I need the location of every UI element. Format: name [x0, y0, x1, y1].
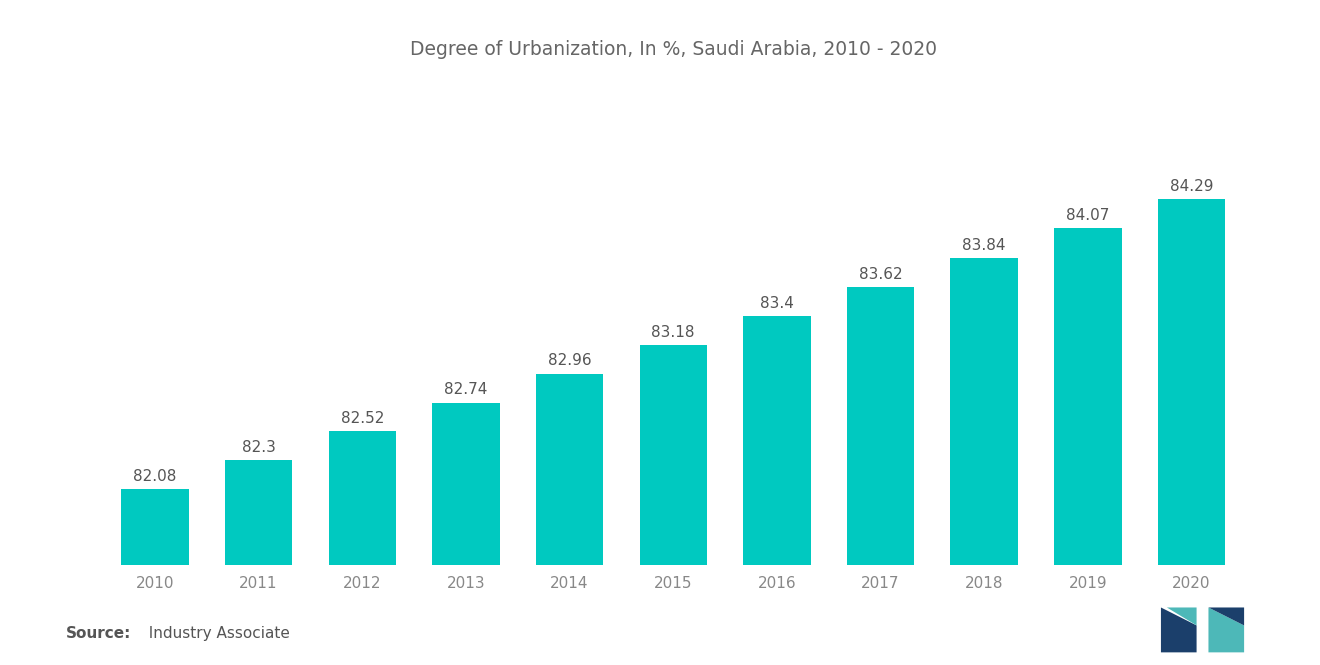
- Text: 83.84: 83.84: [962, 238, 1006, 253]
- Text: 83.4: 83.4: [760, 296, 793, 311]
- Bar: [121, 489, 189, 665]
- Bar: [1158, 200, 1225, 665]
- Polygon shape: [1167, 608, 1196, 625]
- Text: 83.18: 83.18: [652, 325, 694, 340]
- Polygon shape: [1209, 608, 1243, 652]
- Text: 84.07: 84.07: [1067, 207, 1110, 223]
- Bar: [1055, 228, 1122, 665]
- Text: 84.29: 84.29: [1170, 179, 1213, 194]
- Title: Degree of Urbanization, In %, Saudi Arabia, 2010 - 2020: Degree of Urbanization, In %, Saudi Arab…: [409, 40, 937, 59]
- Bar: [743, 316, 810, 665]
- Text: 82.74: 82.74: [445, 382, 487, 397]
- Text: Industry Associate: Industry Associate: [139, 626, 289, 642]
- Text: 82.52: 82.52: [341, 411, 384, 426]
- Bar: [536, 374, 603, 665]
- Bar: [224, 460, 292, 665]
- Bar: [432, 402, 499, 665]
- Bar: [639, 345, 708, 665]
- Bar: [329, 432, 396, 665]
- Polygon shape: [1209, 608, 1243, 625]
- Polygon shape: [1162, 608, 1196, 652]
- Text: 82.08: 82.08: [133, 469, 177, 484]
- Bar: [950, 258, 1018, 665]
- Text: 82.3: 82.3: [242, 440, 276, 455]
- Text: 83.62: 83.62: [859, 267, 903, 282]
- Text: 82.96: 82.96: [548, 353, 591, 368]
- Text: Source:: Source:: [66, 626, 132, 642]
- Bar: [847, 287, 915, 665]
